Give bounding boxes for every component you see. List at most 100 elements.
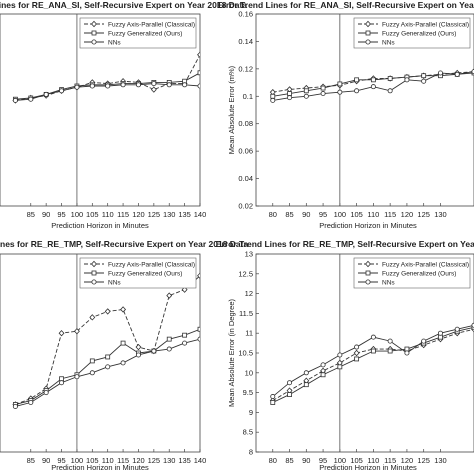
data-point	[387, 76, 393, 81]
x-tick-label: 105	[86, 210, 99, 219]
x-tick-label: 85	[27, 210, 35, 219]
data-point	[89, 358, 95, 364]
data-point	[421, 338, 427, 344]
data-point	[74, 84, 80, 90]
data-point	[120, 340, 126, 346]
data-point	[59, 376, 64, 382]
legend-entry: NNs	[108, 39, 121, 46]
data-point	[150, 86, 157, 93]
x-tick-label: 100	[71, 456, 84, 465]
x-tick-label: 90	[42, 456, 50, 465]
data-point	[135, 343, 142, 351]
legend: Fuzzy Axis-Parallel (Classical) Fuzzy Gen…	[79, 17, 197, 49]
x-tick-label: 125	[417, 456, 430, 465]
data-point	[320, 372, 326, 378]
data-point	[320, 91, 326, 97]
legend-entry: NNs	[382, 279, 395, 286]
y-axis-label: Mean Absolute Error (m%)	[227, 65, 236, 154]
data-point	[181, 286, 188, 293]
data-point	[166, 336, 172, 342]
data-point	[270, 97, 276, 103]
x-tick-label: 105	[350, 210, 363, 219]
y-tick-label: 8.5	[243, 428, 253, 437]
x-tick-label: 95	[319, 456, 327, 465]
x-tick-label: 125	[148, 210, 161, 219]
legend-marker	[365, 270, 371, 276]
data-point	[197, 336, 200, 342]
x-tick-label: 90	[42, 210, 50, 219]
data-point	[354, 356, 360, 362]
series-line-1	[15, 54, 200, 101]
data-point	[320, 362, 326, 368]
plot-area-frame	[0, 13, 201, 207]
legend-entry: Fuzzy Axis-Parallel (Classical)	[382, 261, 469, 268]
data-point	[370, 84, 376, 90]
y-tick-label: 0.08	[238, 119, 253, 128]
y-axis-label: Mean Absolute Error (in Degree)	[227, 299, 236, 407]
data-point	[421, 78, 427, 84]
legend-entry: Fuzzy Generalized (Ours)	[382, 30, 456, 37]
data-point	[404, 77, 410, 83]
data-point	[151, 81, 157, 87]
legend-entry: Fuzzy Axis-Parallel (Classical)	[108, 21, 195, 28]
data-point	[354, 88, 360, 94]
chart-title: Error Trend Lines for RE_ANA_SI, Self-Re…	[0, 0, 247, 10]
data-point	[58, 330, 65, 337]
x-tick-label: 105	[350, 456, 363, 465]
data-point	[197, 326, 200, 332]
series-group	[12, 51, 200, 104]
data-point	[404, 346, 410, 352]
data-point	[337, 89, 343, 95]
x-tick-label: 105	[86, 456, 99, 465]
data-point	[303, 93, 309, 99]
data-point	[105, 364, 111, 370]
series-line-1	[272, 328, 474, 401]
legend-entry: NNs	[382, 39, 395, 46]
data-point	[303, 88, 309, 94]
data-point	[270, 394, 276, 400]
x-tick-label: 110	[102, 456, 114, 465]
legend-marker	[365, 30, 371, 36]
data-point	[320, 85, 326, 91]
x-tick-label: 110	[102, 210, 114, 219]
x-tick-label: 110	[367, 456, 379, 465]
x-tick-label: 100	[71, 210, 84, 219]
y-tick-label: 0.1	[243, 92, 253, 101]
data-point	[28, 96, 34, 102]
legend-marker	[91, 279, 97, 285]
series-group	[12, 272, 200, 409]
x-tick-label: 115	[384, 210, 396, 219]
data-point	[89, 314, 96, 321]
data-point	[437, 70, 443, 76]
x-tick-label: 85	[27, 456, 35, 465]
data-point	[454, 71, 460, 77]
x-tick-label: 120	[401, 210, 414, 219]
data-point	[166, 82, 172, 88]
data-point	[354, 77, 360, 83]
x-tick-label: 120	[132, 210, 145, 219]
legend-marker	[365, 279, 371, 285]
y-tick-label: 0.14	[238, 37, 253, 46]
data-point	[120, 306, 127, 313]
plot-area-frame	[255, 13, 474, 207]
data-point	[353, 349, 360, 357]
data-point	[421, 73, 427, 79]
data-point	[182, 340, 188, 346]
y-tick-label: 12.5	[238, 269, 253, 278]
data-point	[387, 348, 393, 354]
legend-entry: Fuzzy Generalized (Ours)	[382, 270, 456, 277]
data-point	[354, 344, 360, 350]
data-point	[387, 88, 393, 94]
series-line-1	[15, 275, 200, 405]
data-point	[105, 354, 111, 360]
data-point	[454, 326, 460, 332]
x-tick-label: 90	[302, 210, 310, 219]
x-axis-label: Prediction Horizon in Minutes	[319, 221, 417, 230]
y-tick-label: 11.5	[239, 309, 253, 318]
legend-entry: Fuzzy Axis-Parallel (Classical)	[382, 21, 469, 28]
chart-panel-2: 80 85 90 95 100 105 110 115 120 125 1300.020.040.0…	[217, 0, 474, 230]
legend-marker	[91, 20, 97, 28]
y-tick-label: 0.16	[238, 10, 253, 19]
